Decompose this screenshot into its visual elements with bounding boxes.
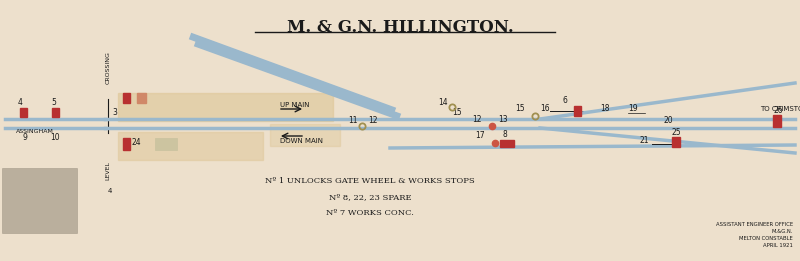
Bar bbox=[270, 124, 340, 146]
Bar bbox=[118, 132, 263, 160]
Text: CROSSING: CROSSING bbox=[106, 51, 110, 84]
Text: M.&G.N.: M.&G.N. bbox=[772, 229, 793, 234]
Bar bbox=[52, 108, 59, 117]
Text: 5: 5 bbox=[51, 98, 57, 107]
Text: 4: 4 bbox=[108, 188, 112, 194]
Text: 14: 14 bbox=[438, 98, 448, 107]
Bar bbox=[2, 168, 77, 233]
Text: DOWN MAIN: DOWN MAIN bbox=[280, 138, 323, 144]
Text: 8: 8 bbox=[502, 130, 507, 139]
Text: 6: 6 bbox=[562, 96, 567, 105]
Text: ASSISTANT ENGINEER OFFICE: ASSISTANT ENGINEER OFFICE bbox=[716, 222, 793, 227]
Text: 21: 21 bbox=[640, 136, 650, 145]
Text: 3: 3 bbox=[112, 108, 117, 117]
Text: LEVEL: LEVEL bbox=[106, 161, 110, 180]
Text: 19: 19 bbox=[628, 104, 638, 113]
Bar bbox=[118, 93, 333, 121]
Text: 12: 12 bbox=[368, 116, 378, 125]
Text: MELTON CONSTABLE: MELTON CONSTABLE bbox=[739, 236, 793, 241]
Text: TO CRIMSTON RD.: TO CRIMSTON RD. bbox=[760, 106, 800, 112]
Bar bbox=[574, 106, 581, 116]
Text: Nº 1 UNLOCKS GATE WHEEL & WORKS STOPS: Nº 1 UNLOCKS GATE WHEEL & WORKS STOPS bbox=[265, 177, 475, 185]
Bar bbox=[155, 138, 177, 150]
Text: 18: 18 bbox=[600, 104, 610, 113]
Text: 4: 4 bbox=[18, 98, 22, 107]
Text: Nº 8, 22, 23 SPARE: Nº 8, 22, 23 SPARE bbox=[329, 193, 411, 201]
Bar bbox=[500, 140, 514, 147]
Text: 11: 11 bbox=[349, 116, 358, 125]
Text: 17: 17 bbox=[475, 131, 485, 140]
Text: APRIL 1921: APRIL 1921 bbox=[763, 243, 793, 248]
Bar bbox=[672, 137, 680, 147]
Bar bbox=[123, 93, 130, 103]
Bar bbox=[123, 138, 130, 150]
Text: ASSINGHAM: ASSINGHAM bbox=[16, 129, 54, 134]
Text: Nº 7 WORKS CONC.: Nº 7 WORKS CONC. bbox=[326, 209, 414, 217]
Text: 26: 26 bbox=[774, 106, 784, 115]
Text: 10: 10 bbox=[50, 133, 60, 142]
Bar bbox=[773, 115, 781, 127]
Text: 24: 24 bbox=[132, 138, 142, 147]
Text: UP MAIN: UP MAIN bbox=[280, 102, 310, 108]
Bar bbox=[137, 93, 146, 103]
Text: 25: 25 bbox=[671, 128, 681, 137]
Text: 9: 9 bbox=[22, 133, 27, 142]
Text: 13: 13 bbox=[498, 115, 508, 124]
Bar bbox=[20, 108, 27, 117]
Text: 20: 20 bbox=[663, 116, 673, 125]
Text: 15: 15 bbox=[515, 104, 525, 113]
Text: 15: 15 bbox=[452, 108, 462, 117]
Text: 12: 12 bbox=[473, 115, 482, 124]
Text: M. & G.N. HILLINGTON.: M. & G.N. HILLINGTON. bbox=[286, 19, 514, 36]
Text: 16: 16 bbox=[540, 104, 550, 113]
